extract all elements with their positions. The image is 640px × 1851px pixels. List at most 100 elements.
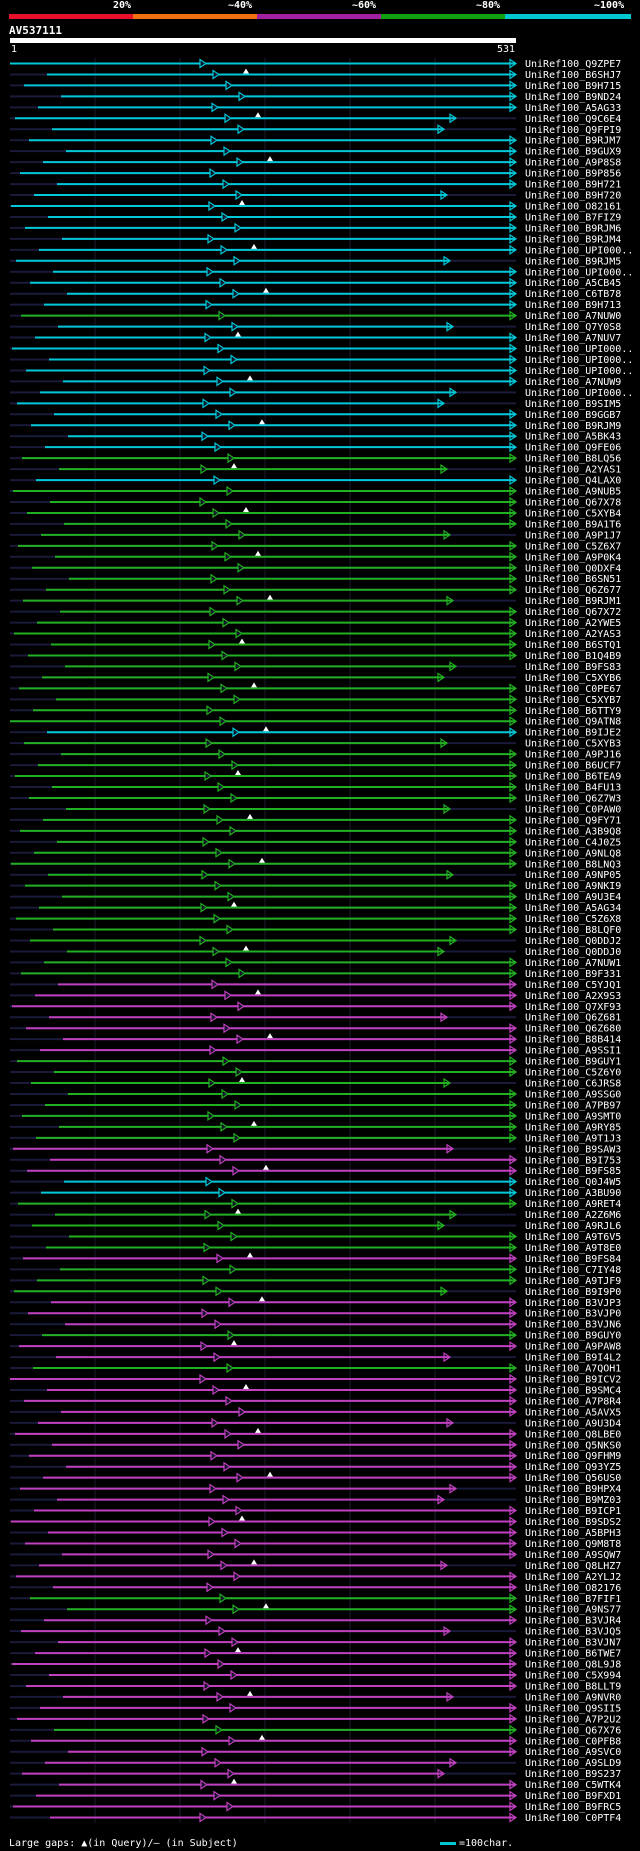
hit-label[interactable]: UniRef100_A9P0K4 [525,552,621,563]
hit-label[interactable]: UniRef100_Q6Z677 [525,585,621,596]
hit-row[interactable]: UniRef100_A2YLJ2 [10,1571,621,1583]
hit-label[interactable]: UniRef100_B9RJM9 [525,421,621,432]
hit-row[interactable]: UniRef100_B9S237 [10,1768,621,1780]
hit-row[interactable]: UniRef100_B8LNQ3 [10,857,621,871]
hit-label[interactable]: UniRef100_A9NLQ8 [525,848,621,859]
hit-label[interactable]: UniRef100_A3BU90 [525,1188,621,1199]
hit-row[interactable]: UniRef100_B9FRC5 [10,1801,621,1813]
hit-label[interactable]: UniRef100_C5YJQ1 [525,980,621,991]
hit-row[interactable]: UniRef100_Q6Z681 [10,1012,621,1024]
hit-label[interactable]: UniRef100_C7IY48 [525,1265,621,1276]
hit-row[interactable]: UniRef100_UPI000.. [10,354,633,366]
hit-label[interactable]: UniRef100_B6TEA9 [525,772,621,783]
hit-row[interactable]: UniRef100_B9I9P0 [10,1286,621,1298]
hit-row[interactable]: UniRef100_A2YAS1 [10,463,621,476]
hit-label[interactable]: UniRef100_Q9FE06 [525,443,621,454]
hit-label[interactable]: UniRef100_Q7XF93 [525,1002,621,1013]
hit-row[interactable]: UniRef100_A9NKI9 [10,880,621,892]
hit-row[interactable]: UniRef100_B9FS85 [10,1164,621,1178]
hit-row[interactable]: UniRef100_Q67X78 [10,496,621,508]
hit-label[interactable]: UniRef100_C6TB78 [525,289,621,300]
hit-row[interactable]: UniRef100_A2YWE5 [10,617,621,629]
hit-row[interactable]: UniRef100_A9TJF9 [10,1275,621,1287]
hit-label[interactable]: UniRef100_B9RJM7 [525,136,621,147]
hit-row[interactable]: UniRef100_UPI000.. [10,343,633,355]
hit-label[interactable]: UniRef100_C5XYB3 [525,739,621,750]
hit-row[interactable]: UniRef100_B3VJN6 [10,1319,621,1331]
hit-row[interactable]: UniRef100_B9A1T6 [10,518,621,530]
hit-row[interactable]: UniRef100_O82161 [10,199,621,213]
hit-label[interactable]: UniRef100_A9SQW7 [525,1550,621,1561]
hit-row[interactable]: UniRef100_A9SVC0 [10,1746,621,1758]
hit-row[interactable]: UniRef100_A9NP05 [10,869,621,881]
hit-label[interactable]: UniRef100_A9P8S8 [525,158,621,169]
hit-row[interactable]: UniRef100_B9FS83 [10,661,621,673]
hit-label[interactable]: UniRef100_A7PB97 [525,1100,621,1111]
hit-row[interactable]: UniRef100_A7QOH1 [10,1362,621,1375]
hit-row[interactable]: UniRef100_C6TB78 [10,287,621,301]
hit-row[interactable]: UniRef100_A9T6V5 [10,1231,621,1243]
hit-row[interactable]: UniRef100_A9PAW8 [10,1340,621,1353]
hit-row[interactable]: UniRef100_B8LQF0 [10,924,621,936]
hit-label[interactable]: UniRef100_A9P1J7 [525,530,621,541]
hit-row[interactable]: UniRef100_B9H721 [10,178,621,191]
hit-row[interactable]: UniRef100_A9P8S8 [10,156,621,169]
hit-label[interactable]: UniRef100_Q6Z681 [525,1013,621,1024]
hit-row[interactable]: UniRef100_B6SHJ7 [10,68,621,81]
hit-label[interactable]: UniRef100_C5XYB6 [525,673,621,684]
hit-row[interactable]: UniRef100_A3BU90 [10,1187,621,1199]
hit-row[interactable]: UniRef100_B7FIF1 [10,1593,621,1605]
hit-label[interactable]: UniRef100_C5Z6Y0 [525,1068,621,1079]
hit-row[interactable]: UniRef100_B3VJQ5 [10,1626,621,1638]
hit-row[interactable]: UniRef100_Q6Z677 [10,584,621,596]
hit-row[interactable]: UniRef100_Q9FE06 [10,442,621,454]
hit-label[interactable]: UniRef100_O82176 [525,1583,621,1594]
hit-row[interactable]: UniRef100_B6STQ1 [10,638,621,652]
hit-row[interactable]: UniRef100_A2Z6M6 [10,1208,621,1222]
hit-label[interactable]: UniRef100_A9U3D4 [525,1418,621,1429]
hit-label[interactable]: UniRef100_Q8L9J8 [525,1660,621,1671]
hit-row[interactable]: UniRef100_B8LLT9 [10,1680,621,1692]
hit-label[interactable]: UniRef100_A9SVC0 [525,1747,621,1758]
hit-label[interactable]: UniRef100_B9H715 [525,81,621,92]
hit-label[interactable]: UniRef100_A9TJF9 [525,1276,621,1287]
hit-row[interactable]: UniRef100_A9SMT0 [10,1110,621,1122]
hit-row[interactable]: UniRef100_B6UCF7 [10,759,621,772]
hit-label[interactable]: UniRef100_C0PAW0 [525,804,621,815]
hit-label[interactable]: UniRef100_A5BK43 [525,432,621,443]
hit-row[interactable]: UniRef100_B6TTY9 [10,705,621,717]
hit-label[interactable]: UniRef100_C5X994 [525,1671,621,1682]
hit-label[interactable]: UniRef100_Q9SII5 [525,1703,621,1714]
hit-row[interactable]: UniRef100_A9RY85 [10,1120,621,1134]
hit-row[interactable]: UniRef100_B9RJM1 [10,594,621,608]
hit-label[interactable]: UniRef100_B9FS84 [525,1254,621,1265]
hit-label[interactable]: UniRef100_B9ICV2 [525,1375,621,1386]
hit-row[interactable]: UniRef100_C0PE67 [10,682,621,695]
hit-label[interactable]: UniRef100_Q93YZ5 [525,1462,621,1473]
hit-label[interactable]: UniRef100_B9I753 [525,1155,621,1166]
hit-row[interactable]: UniRef100_A9NLQ8 [10,847,621,859]
hit-label[interactable]: UniRef100_Q0DDJ2 [525,936,621,947]
hit-label[interactable]: UniRef100_Q9M8T8 [525,1539,621,1550]
hit-label[interactable]: UniRef100_B9FRC5 [525,1802,621,1813]
hit-label[interactable]: UniRef100_A7NUV7 [525,333,621,344]
hit-label[interactable]: UniRef100_UPI000.. [525,388,633,399]
hit-label[interactable]: UniRef100_A5AVX5 [525,1407,621,1418]
hit-label[interactable]: UniRef100_B9SMC4 [525,1385,621,1396]
hit-row[interactable]: UniRef100_A5AG33 [10,102,621,114]
hit-label[interactable]: UniRef100_A9PJ16 [525,750,621,761]
hit-label[interactable]: UniRef100_B9SAW3 [525,1144,621,1155]
hit-label[interactable]: UniRef100_B9H721 [525,180,621,191]
hit-row[interactable]: UniRef100_B3VJN7 [10,1636,621,1649]
hit-label[interactable]: UniRef100_B9SDS2 [525,1517,621,1528]
hit-label[interactable]: UniRef100_B9ICP1 [525,1506,621,1517]
hit-label[interactable]: UniRef100_B4FU13 [525,783,621,794]
hit-row[interactable]: UniRef100_B9F331 [10,968,621,980]
hit-label[interactable]: UniRef100_B9H713 [525,300,621,311]
hit-label[interactable]: UniRef100_B7FIF1 [525,1594,621,1605]
hit-row[interactable]: UniRef100_B9I4L2 [10,1351,621,1364]
hit-row[interactable]: UniRef100_A9T8E0 [10,1242,621,1254]
hit-label[interactable]: UniRef100_B3VJN6 [525,1320,621,1331]
hit-label[interactable]: UniRef100_A9SLD9 [525,1758,621,1769]
hit-row[interactable]: UniRef100_Q9M8T8 [10,1538,621,1550]
